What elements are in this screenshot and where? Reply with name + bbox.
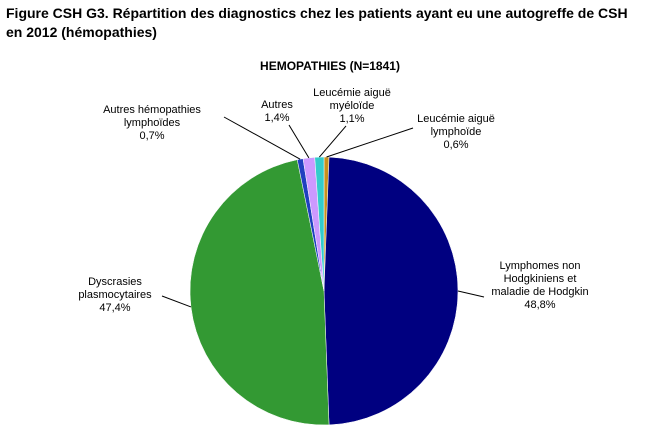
slice-label: Autres 1,4% <box>261 99 293 124</box>
slice-name-label: lymphoïdes <box>124 117 181 129</box>
slice-value-label: 48,8% <box>524 299 555 311</box>
slice-label: Autres hémopathies lymphoïdes 0,7% <box>103 104 201 142</box>
slice-label: Leucémie aiguë myéloïde 1,1% <box>313 87 391 125</box>
figure-title: Figure CSH G3. Répartition des diagnosti… <box>6 5 628 40</box>
slice-name-label: Dyscrasies <box>88 276 142 288</box>
slice-name-label: Leucémie aiguë <box>313 87 391 99</box>
slice-value-label: 0,6% <box>443 139 468 151</box>
slice-label: Leucémie aiguë lymphoïde 0,6% <box>417 113 495 151</box>
slice-name-label: lymphoïde <box>431 126 482 138</box>
slice-name-label: Autres <box>261 99 293 111</box>
leader-line <box>288 124 310 159</box>
chart-title: HEMOPATHIES (N=1841) <box>260 59 400 73</box>
leader-lines <box>161 116 485 308</box>
slice-label: Dyscrasies plasmocytaires 47,4% <box>78 276 152 314</box>
slice-name-label: Leucémie aiguë <box>417 113 495 125</box>
leader-line <box>318 125 347 158</box>
slice-name-label: Hodgkiniens et <box>504 273 577 285</box>
leader-line <box>326 127 414 158</box>
slice-name-label: maladie de Hodgkin <box>491 286 588 298</box>
pie-slices <box>189 156 459 426</box>
slice-labels: Leucémie aiguë lymphoïde 0,6%Lymphomes non… <box>78 87 588 314</box>
slice-name-label: Lymphomes non <box>500 260 581 272</box>
slice-value-label: 47,4% <box>99 302 130 314</box>
slice-value-label: 0,7% <box>139 130 164 142</box>
pie-slice <box>314 156 325 292</box>
slice-value-label: 1,1% <box>339 113 364 125</box>
slice-name-label: Autres hémopathies <box>103 104 201 116</box>
slice-name-label: plasmocytaires <box>78 289 152 301</box>
slice-value-label: 1,4% <box>264 112 289 124</box>
pie-slice <box>323 156 459 426</box>
leader-line <box>223 116 301 160</box>
leader-line <box>161 295 192 308</box>
leader-line <box>457 290 485 298</box>
slice-name-label: myéloïde <box>330 100 375 112</box>
slice-label: Lymphomes non Hodgkiniens et maladie de Ho… <box>491 260 588 311</box>
